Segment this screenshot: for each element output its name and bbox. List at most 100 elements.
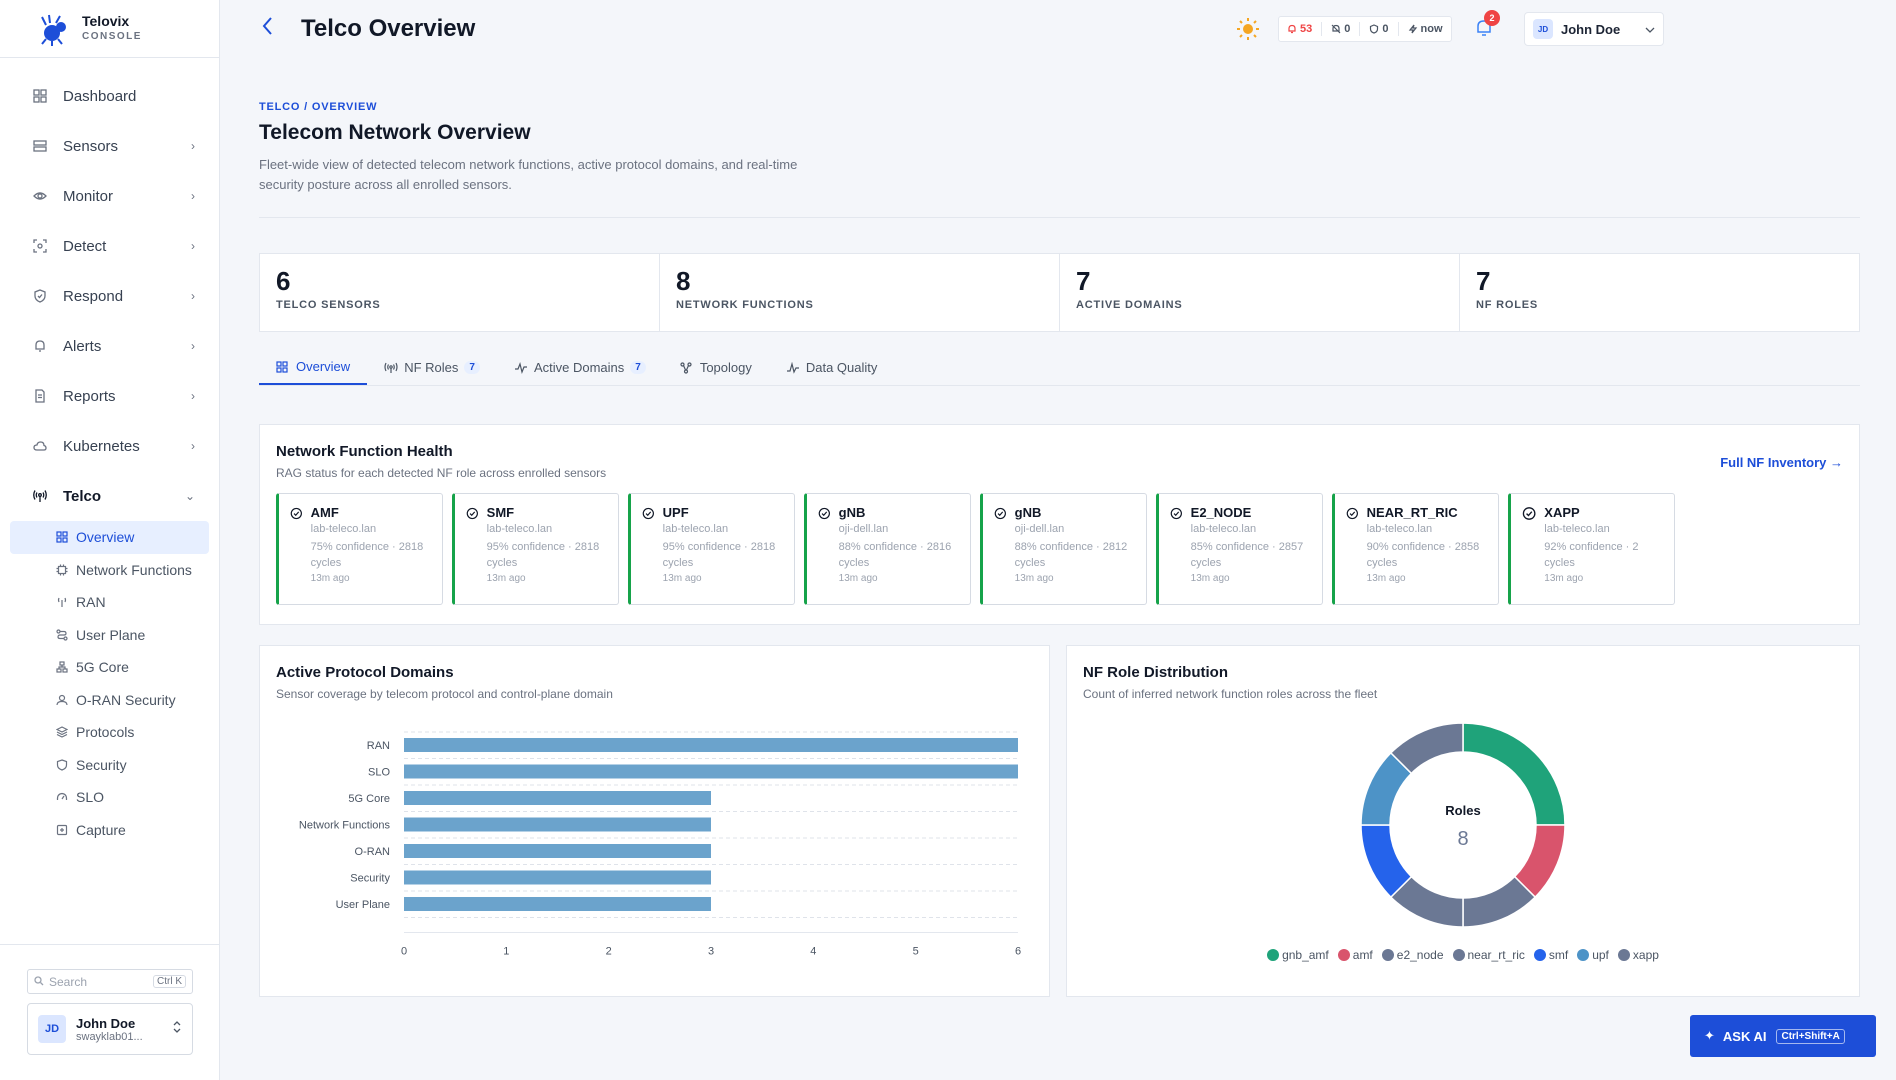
legend-item[interactable]: smf <box>1533 948 1569 962</box>
bar[interactable] <box>404 817 711 832</box>
kpi-nf-roles: 7 NF ROLES <box>1460 254 1859 331</box>
subnav-item-protocols[interactable]: Protocols <box>10 716 209 749</box>
avatar: JD <box>38 1015 66 1043</box>
header-user-menu[interactable]: JD John Doe <box>1524 12 1664 46</box>
nav-item-dashboard[interactable]: Dashboard <box>0 71 219 121</box>
search-placeholder: Search <box>49 974 88 989</box>
breadcrumb[interactable]: TELCO / OVERVIEW <box>259 101 378 113</box>
sparkle-icon: ✦ <box>1704 1028 1715 1043</box>
nav-item-respond[interactable]: Respond › <box>0 271 219 321</box>
kpi-label: ACTIVE DOMAINS <box>1076 299 1183 311</box>
nf-host: oji-dell.lan <box>838 523 889 535</box>
chevron-right-icon: › <box>191 189 195 203</box>
nf-confidence: 95% confidence · 2818 cycles <box>486 541 600 569</box>
nav-item-reports[interactable]: Reports › <box>0 371 219 421</box>
back-button[interactable] <box>261 16 275 42</box>
donut-slice[interactable] <box>1389 722 1464 775</box>
tab-count-badge: 7 <box>464 361 480 374</box>
legend-label: xapp <box>1632 948 1659 962</box>
legend-label: upf <box>1592 948 1609 962</box>
kpi-value: 6 <box>276 266 291 296</box>
legend-item[interactable]: xapp <box>1617 948 1659 962</box>
nf-host: lab-teleco.lan <box>310 523 377 535</box>
nf-card[interactable]: UPF lab-teleco.lan 95% confidence · 2818 c… <box>628 493 795 605</box>
sidebar-search-input[interactable]: Search Ctrl K <box>27 969 193 994</box>
bar[interactable] <box>404 791 711 805</box>
nav-item-detect[interactable]: Detect › <box>0 221 219 271</box>
nav-item-kubernetes[interactable]: Kubernetes › <box>0 421 219 471</box>
subnav-label: User Plane <box>76 626 146 643</box>
y-tick-label: 5G Core <box>348 793 390 805</box>
bar[interactable] <box>404 764 1018 779</box>
tab-overview[interactable]: Overview <box>259 350 368 385</box>
subnav-item-5g-core[interactable]: 5G Core <box>10 651 209 684</box>
legend-item[interactable]: upf <box>1577 948 1609 962</box>
tab-nf-roles[interactable]: NF Roles 7 <box>367 350 497 385</box>
ask-ai-button[interactable]: ✦ ASK AI Ctrl+Shift+A <box>1690 1015 1876 1057</box>
nf-last-seen: 13m ago <box>486 573 526 584</box>
legend-item[interactable]: amf <box>1337 948 1373 962</box>
nf-card[interactable]: AMF lab-teleco.lan 75% confidence · 2818 c… <box>276 493 443 605</box>
x-tick-label: 0 <box>401 946 407 958</box>
nav-item-alerts[interactable]: Alerts › <box>0 321 219 371</box>
legend-label: gnb_amf <box>1282 948 1329 962</box>
nf-card[interactable]: XAPP lab-teleco.lan 92% confidence · 2 cyc… <box>1508 493 1675 605</box>
user-name: John Doe <box>1561 21 1621 37</box>
user-menu-button[interactable]: JD John Doe swayklab01... <box>27 1003 193 1055</box>
nf-card[interactable]: gNB oji-dell.lan 88% confidence · 2812 cyc… <box>980 493 1147 605</box>
full-nf-inventory-link[interactable]: Full NF Inventory → <box>1720 455 1843 470</box>
nf-card-list: AMF lab-teleco.lan 75% confidence · 2818 c… <box>276 493 1843 605</box>
x-tick-label: 1 <box>503 946 509 958</box>
panel-subtitle: Count of inferred network function roles… <box>1083 687 1378 701</box>
subnav-item-ran[interactable]: RAN <box>10 586 209 619</box>
bar[interactable] <box>404 897 711 911</box>
y-tick-label: Security <box>350 873 390 885</box>
nf-confidence: 85% confidence · 2857 cycles <box>1190 541 1304 569</box>
kpi-label: NETWORK FUNCTIONS <box>676 299 814 311</box>
nf-card[interactable]: E2_NODE lab-teleco.lan 85% confidence · 28… <box>1156 493 1323 605</box>
subnav-item-network-functions[interactable]: Network Functions <box>10 554 209 587</box>
bar[interactable] <box>404 738 1018 752</box>
panel-title: Network Function Health <box>276 443 453 460</box>
subnav-item-overview[interactable]: Overview <box>10 521 209 554</box>
nav-item-monitor[interactable]: Monitor › <box>0 171 219 221</box>
status-summary[interactable]: 53 0 0 now <box>1278 16 1452 42</box>
legend-item[interactable]: gnb_amf <box>1267 948 1329 962</box>
tab-topology[interactable]: Topology <box>663 350 769 385</box>
subnav-item-slo[interactable]: SLO <box>10 781 209 814</box>
nf-card[interactable]: gNB oji-dell.lan 88% confidence · 2816 cyc… <box>804 493 971 605</box>
nf-host: lab-teleco.lan <box>662 523 729 535</box>
bar[interactable] <box>404 844 711 858</box>
subnav-item-capture[interactable]: Capture <box>10 814 209 847</box>
user-shield-icon <box>56 694 68 706</box>
nav-item-telco[interactable]: Telco ⌄ <box>0 471 219 521</box>
nav-item-sensors[interactable]: Sensors › <box>0 121 219 171</box>
nf-card[interactable]: NEAR_RT_RIC lab-teleco.lan 90% confidence … <box>1332 493 1499 605</box>
legend-label: smf <box>1548 948 1569 962</box>
check-circle-icon <box>818 507 830 520</box>
legend-item[interactable]: near_rt_ric <box>1452 948 1525 962</box>
tab-active-domains[interactable]: Active Domains 7 <box>497 350 663 385</box>
nf-name: AMF <box>310 505 339 520</box>
nf-confidence: 90% confidence · 2858 cycles <box>1366 541 1480 569</box>
grid-icon <box>276 360 290 374</box>
tab-label: Active Domains <box>533 360 625 375</box>
brand-name: Telovix <box>82 12 130 29</box>
nf-health-panel: Network Function Health RAG status for e… <box>259 424 1860 625</box>
nf-name: SMF <box>486 505 515 520</box>
tab-data-quality[interactable]: Data Quality <box>769 350 895 385</box>
document-icon <box>32 388 48 404</box>
subnav-item-security[interactable]: Security <box>10 749 209 782</box>
kpi-network-functions: 8 NETWORK FUNCTIONS <box>660 254 1060 331</box>
legend-item[interactable]: e2_node <box>1381 948 1444 962</box>
nf-card[interactable]: SMF lab-teleco.lan 95% confidence · 2818 c… <box>452 493 619 605</box>
panel-title: Active Protocol Domains <box>276 664 454 681</box>
subnav-item-oran-security[interactable]: O-RAN Security <box>10 684 209 717</box>
subnav-item-user-plane[interactable]: User Plane <box>10 619 209 652</box>
theme-toggle-sun-icon[interactable] <box>1236 17 1260 41</box>
bar[interactable] <box>404 870 711 885</box>
subnav-label: Protocols <box>76 724 135 741</box>
chart-legend: gnb_amf amf e2_node near_rt_ric smf upf xapp <box>1067 948 1859 962</box>
brand[interactable]: Telovix CONSOLE <box>0 0 219 58</box>
last-updated: now <box>1408 23 1443 35</box>
